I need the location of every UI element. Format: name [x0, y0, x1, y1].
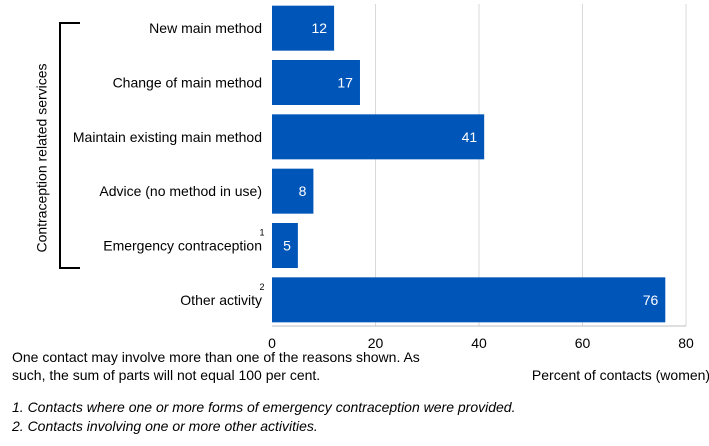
x-tick-label: 60	[575, 335, 591, 351]
data-label: 5	[283, 238, 291, 254]
data-label: 76	[643, 292, 659, 308]
category-label: New main method	[149, 20, 262, 36]
bars: 12 17 41 8 5 76	[272, 5, 666, 323]
bar	[272, 168, 314, 214]
x-tick-label: 80	[678, 335, 694, 351]
bar	[272, 223, 298, 268]
x-tick-label: 0	[268, 335, 276, 351]
category-label: Advice (no method in use)	[99, 183, 262, 199]
bar	[272, 114, 485, 160]
category-labels: New main method Change of main method Main…	[73, 20, 265, 308]
group-label: Contraception related services	[34, 63, 50, 252]
x-tick-label: 20	[368, 335, 384, 351]
category-superscript: 1	[259, 228, 264, 238]
data-label: 17	[337, 75, 353, 91]
data-label: 41	[462, 129, 478, 145]
footnote-1: 1. Contacts where one or more forms of e…	[12, 399, 516, 415]
category-superscript: 2	[259, 282, 264, 292]
category-label: Other activity	[180, 292, 262, 308]
x-axis-ticks: 0 20 40 60 80	[268, 335, 694, 351]
x-axis-title: Percent of contacts (women)	[532, 367, 709, 383]
category-label: Maintain existing main method	[73, 129, 262, 145]
group-bracket	[59, 22, 80, 269]
footnote-2: 2. Contacts involving one or more other …	[12, 418, 318, 434]
bar	[272, 277, 666, 323]
data-label: 12	[312, 20, 328, 36]
category-label: Emergency contraception	[103, 238, 262, 254]
chart-note: One contact may involve more than one of…	[12, 349, 420, 383]
x-tick-label: 40	[471, 335, 487, 351]
data-label: 8	[299, 183, 307, 199]
footnotes: 1. Contacts where one or more forms of e…	[12, 398, 515, 436]
category-label: Change of main method	[113, 75, 262, 91]
bar	[272, 60, 360, 105]
gridlines	[375, 4, 687, 326]
bar	[272, 5, 335, 51]
